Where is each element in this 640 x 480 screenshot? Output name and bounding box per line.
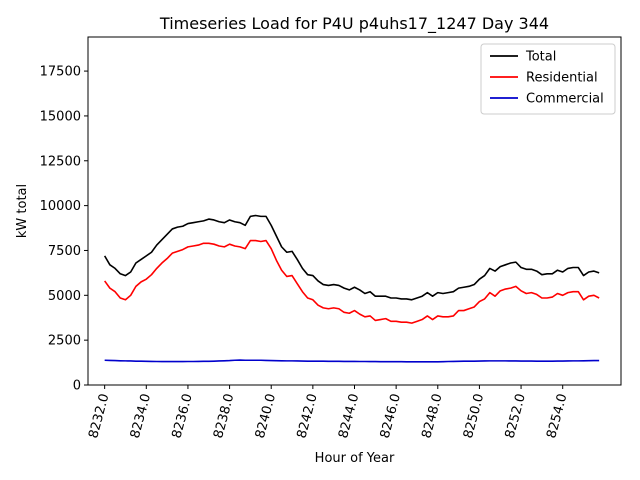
y-tick-label: 7500: [48, 244, 81, 259]
x-tick-label: 8248.0: [419, 392, 445, 440]
x-tick-label: 8234.0: [128, 392, 154, 440]
legend-label-commercial: Commercial: [526, 92, 604, 107]
y-tick-label: 17500: [40, 65, 81, 80]
legend-label-total: Total: [525, 50, 556, 65]
x-tick-label: 8254.0: [544, 392, 570, 440]
series-line-residential: [104, 239, 600, 324]
y-tick-label: 0: [73, 379, 81, 394]
x-tick-label: 8232.0: [86, 392, 112, 440]
y-tick-label: 2500: [48, 334, 81, 349]
x-axis: 8232.0 8234.0 8236.0 8238.0 8240.0 8242.0 8244…: [86, 385, 571, 440]
y-tick-label: 5000: [48, 289, 81, 304]
y-axis: 0 2500 5000 7500 10000 12500 15000 17500: [40, 65, 88, 394]
x-tick-label: 8238.0: [211, 392, 237, 440]
x-tick-label: 8252.0: [503, 392, 529, 440]
legend: Total Residential Commercial: [480, 43, 616, 115]
x-tick-label: 8236.0: [170, 392, 196, 440]
x-axis-label: Hour of Year: [315, 451, 395, 466]
series-line-commercial: [104, 359, 600, 363]
chart-title: Timeseries Load for P4U p4uhs17_1247 Day…: [159, 14, 549, 34]
y-axis-label: kW total: [15, 184, 30, 238]
legend-box: [480, 43, 616, 115]
y-tick-label: 15000: [40, 109, 81, 124]
x-tick-label: 8240.0: [253, 392, 279, 440]
x-tick-label: 8244.0: [336, 392, 362, 440]
x-tick-label: 8246.0: [378, 392, 404, 440]
series-line-total: [103, 214, 600, 301]
y-tick-label: 10000: [40, 199, 81, 214]
x-tick-label: 8242.0: [294, 392, 320, 440]
legend-label-residential: Residential: [526, 71, 598, 86]
series-layer: [103, 214, 600, 363]
y-tick-label: 12500: [40, 154, 81, 169]
x-tick-label: 8250.0: [461, 392, 487, 440]
